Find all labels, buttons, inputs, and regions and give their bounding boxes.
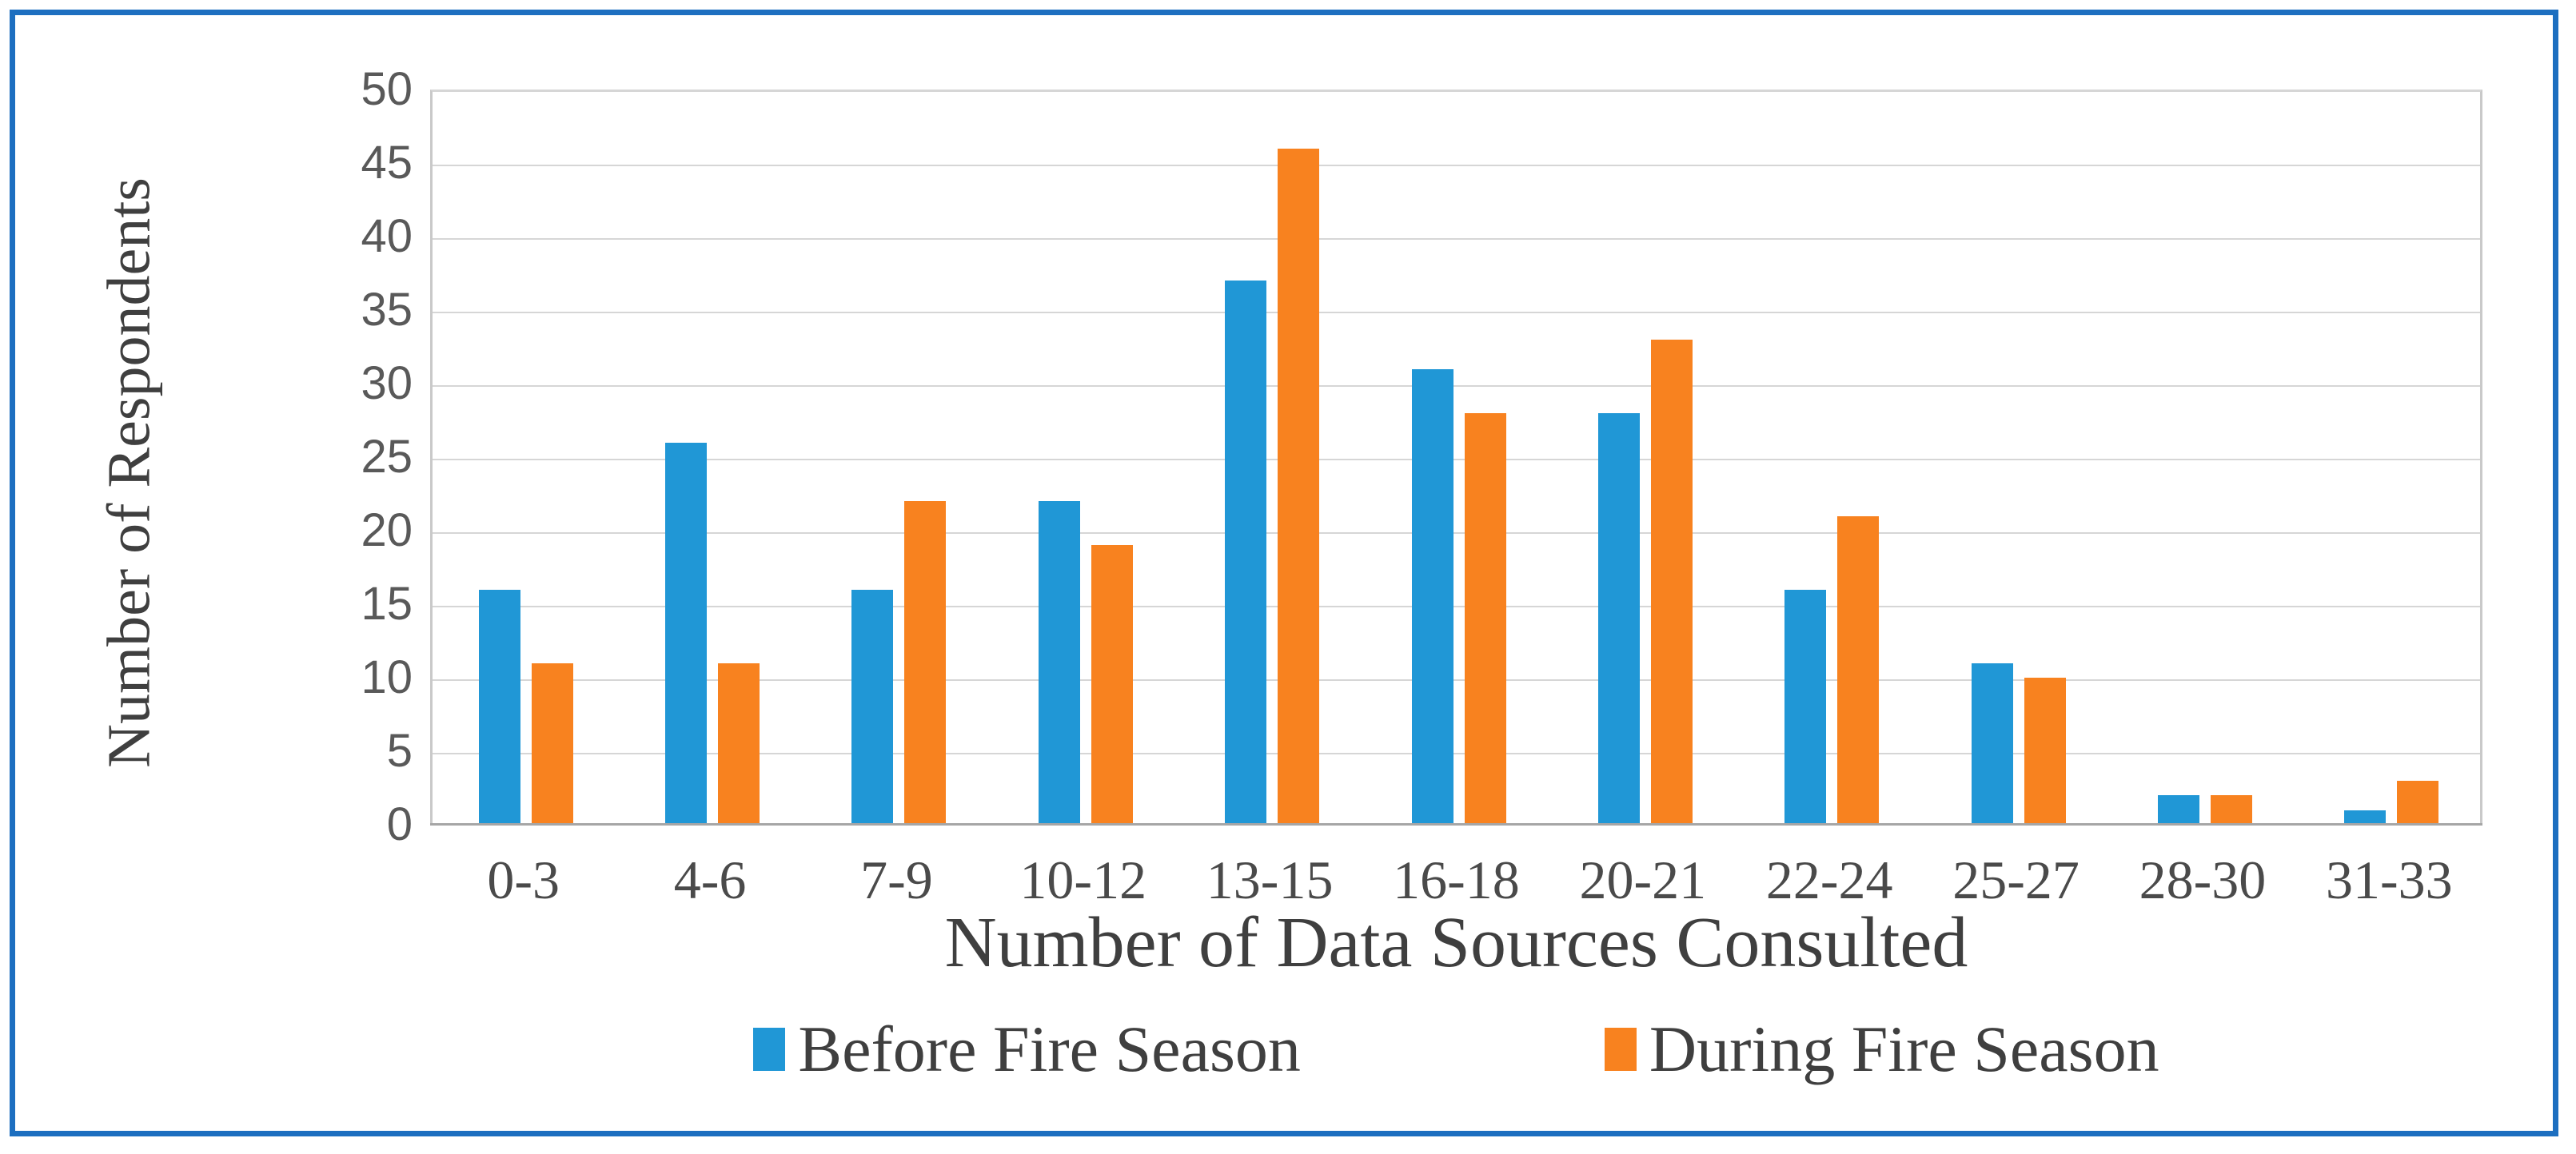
bar-during-fire-season-7-9 — [904, 501, 947, 825]
x-tick-label-4-6: 4-6 — [673, 850, 747, 910]
x-tick-label-31-33: 31-33 — [2325, 850, 2453, 910]
bar-during-fire-season-13-15 — [1278, 148, 1320, 825]
bar-before-fire-season-31-33 — [2344, 810, 2387, 825]
legend-item-during-fire-season: During Fire Season — [1604, 1013, 2159, 1085]
x-tick-label-25-27: 25-27 — [1952, 850, 2080, 910]
bar-during-fire-season-22-24 — [1837, 515, 1880, 825]
gridline-15 — [433, 606, 2480, 607]
y-tick-label-50: 50 — [361, 63, 413, 115]
bar-during-fire-season-0-3 — [531, 663, 573, 825]
x-tick-label-0-3: 0-3 — [487, 850, 560, 910]
x-axis-line — [430, 823, 2482, 826]
bar-before-fire-season-22-24 — [1784, 589, 1827, 825]
legend-swatch-icon — [1604, 1028, 1637, 1071]
bar-before-fire-season-10-12 — [1038, 501, 1080, 825]
x-axis-title: Number of Data Sources Consulted — [944, 903, 1968, 982]
gridline-45 — [433, 165, 2480, 166]
gridline-40 — [433, 238, 2480, 240]
gridline-25 — [433, 459, 2480, 460]
gridline-30 — [433, 385, 2480, 387]
bar-before-fire-season-25-27 — [1971, 663, 2013, 825]
bar-during-fire-season-4-6 — [718, 663, 760, 825]
x-tick-label-16-18: 16-18 — [1393, 850, 1520, 910]
y-tick-label-30: 30 — [361, 357, 413, 409]
bar-before-fire-season-4-6 — [665, 442, 708, 825]
bar-before-fire-season-13-15 — [1225, 281, 1267, 825]
bar-during-fire-season-31-33 — [2397, 780, 2439, 825]
y-tick-label-0: 0 — [386, 798, 413, 850]
legend-label: During Fire Season — [1649, 1013, 2159, 1085]
legend-swatch-icon — [753, 1028, 786, 1071]
gridline-20 — [433, 532, 2480, 534]
gridline-10 — [433, 679, 2480, 681]
gridline-5 — [433, 753, 2480, 754]
bar-during-fire-season-10-12 — [1091, 545, 1133, 825]
bar-during-fire-season-16-18 — [1464, 412, 1506, 825]
y-tick-label-20: 20 — [361, 504, 413, 556]
bar-before-fire-season-0-3 — [478, 589, 520, 825]
bar-before-fire-season-28-30 — [2157, 795, 2199, 825]
y-tick-label-40: 40 — [361, 210, 413, 262]
y-axis-title: Number of Respondents — [95, 177, 163, 768]
x-tick-label-7-9: 7-9 — [860, 850, 933, 910]
bar-before-fire-season-16-18 — [1411, 368, 1453, 825]
legend-label: Before Fire Season — [798, 1013, 1301, 1085]
y-tick-label-10: 10 — [361, 651, 413, 703]
legend: Before Fire Season During Fire Season — [430, 1017, 2482, 1082]
bar-during-fire-season-20-21 — [1650, 339, 1693, 825]
legend-item-before-fire-season: Before Fire Season — [753, 1017, 1301, 1082]
y-tick-label-15: 15 — [361, 578, 413, 630]
x-tick-label-22-24: 22-24 — [1765, 850, 1893, 910]
plot-area — [430, 90, 2482, 825]
bar-during-fire-season-25-27 — [2024, 678, 2066, 825]
x-tick-label-13-15: 13-15 — [1206, 850, 1334, 910]
x-tick-label-28-30: 28-30 — [2139, 850, 2267, 910]
y-tick-label-45: 45 — [361, 137, 413, 189]
y-tick-label-35: 35 — [361, 284, 413, 336]
y-tick-label-25: 25 — [361, 431, 413, 483]
bar-before-fire-season-7-9 — [851, 589, 894, 825]
x-tick-label-20-21: 20-21 — [1579, 850, 1707, 910]
gridline-35 — [433, 312, 2480, 313]
bar-during-fire-season-28-30 — [2210, 795, 2252, 825]
frame-border — [10, 10, 2558, 1136]
x-tick-label-10-12: 10-12 — [1019, 850, 1147, 910]
y-tick-label-5: 5 — [386, 725, 413, 777]
bar-before-fire-season-20-21 — [1597, 412, 1640, 825]
